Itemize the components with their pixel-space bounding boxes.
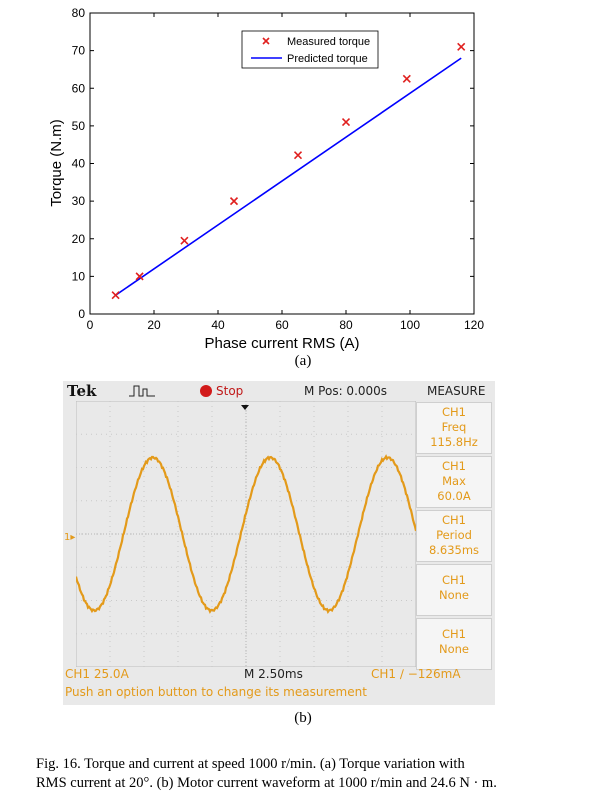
measured-torque-point xyxy=(341,118,351,127)
timebase: M 2.50ms xyxy=(244,667,303,681)
stop-indicator-icon xyxy=(200,385,212,397)
y-tick-label: 70 xyxy=(72,44,86,58)
measurement-value: 8.635ms xyxy=(428,543,480,557)
axis-ticks: 0 20 40 60 80 100 120 0 10 20 30 40 50 60 70 80 xyxy=(72,6,485,332)
measurement-channel: CH1 xyxy=(442,573,466,587)
measurement-channel: CH1 xyxy=(442,459,466,473)
measurement-name: None xyxy=(438,642,469,656)
scope-header: Tek Stop M Pos: 0.000s MEASURE xyxy=(63,381,495,401)
brand-logo: Tek xyxy=(67,382,97,400)
y-tick-label: 10 xyxy=(72,269,86,283)
scope-graticule xyxy=(76,401,416,667)
measurement-channel: CH1 xyxy=(442,405,466,419)
x-tick-label: 0 xyxy=(87,318,94,332)
measurement-value: 115.8Hz xyxy=(430,435,478,449)
measurement-5[interactable]: CH1 None xyxy=(416,618,492,670)
measurement-name: Freq xyxy=(441,420,467,434)
measurement-2[interactable]: CH1 Max 60.0A xyxy=(416,456,492,508)
caption-line-2: RMS current at 20°. (b) Motor current wa… xyxy=(36,775,497,791)
measurement-1[interactable]: CH1 Freq 115.8Hz xyxy=(416,402,492,454)
y-tick-label: 30 xyxy=(72,194,86,208)
subfigure-label-b: (b) xyxy=(294,710,312,726)
x-tick-label: 60 xyxy=(275,318,289,332)
legend-box xyxy=(241,30,379,69)
measurement-channel: CH1 xyxy=(442,513,466,527)
measured-torque-point xyxy=(180,236,189,245)
x-tick-label: 120 xyxy=(464,318,484,332)
measured-torque-point xyxy=(457,42,466,51)
measured-torque-point xyxy=(135,272,144,281)
y-tick-label: 20 xyxy=(72,232,86,246)
x-tick-label: 100 xyxy=(400,318,420,332)
x-tick-label: 80 xyxy=(339,318,353,332)
measurement-4[interactable]: CH1 None xyxy=(416,564,492,616)
measured-torque-point xyxy=(111,291,120,300)
legend-measured-label: Measured torque xyxy=(287,36,370,48)
run-state: Stop xyxy=(216,384,244,398)
y-tick-label: 40 xyxy=(72,157,86,171)
predicted-torque-line xyxy=(115,57,462,296)
graticule-lines xyxy=(76,401,416,667)
figure-caption: Fig. 16. Torque and current at speed 100… xyxy=(36,755,576,793)
y-tick-label: 0 xyxy=(78,307,85,321)
option-hint: Push an option button to change its meas… xyxy=(65,685,367,699)
measure-title: MEASURE xyxy=(427,384,486,398)
y-tick-label: 50 xyxy=(72,119,86,133)
series-group xyxy=(111,42,466,300)
caption-line-1: Fig. 16. Torque and current at speed 100… xyxy=(36,756,465,772)
legend-measured-marker xyxy=(262,37,270,45)
ch1-ground-marker: 1▸ xyxy=(64,532,76,543)
measurement-name: Max xyxy=(442,474,466,488)
measured-torque-point xyxy=(293,151,303,160)
measured-torque-point xyxy=(402,74,411,83)
y-tick-label: 80 xyxy=(72,6,86,20)
measurement-name: Period xyxy=(436,528,472,542)
y-axis-label: Torque (N.m) xyxy=(48,119,65,207)
legend: Measured torque Predicted torque xyxy=(241,30,379,69)
trigger-level: CH1 ∕ −126mA xyxy=(371,667,461,681)
horizontal-position: M Pos: 0.000s xyxy=(304,384,388,398)
x-tick-label: 40 xyxy=(211,318,225,332)
measurement-value: 60.0A xyxy=(437,489,471,503)
oscilloscope-screenshot: Tek Stop M Pos: 0.000s MEASURE 1▸ CH1 Fr… xyxy=(63,381,495,705)
y-tick-label: 60 xyxy=(72,81,86,95)
measured-torque-point xyxy=(229,197,239,206)
legend-predicted-label: Predicted torque xyxy=(287,53,368,65)
measurement-channel: CH1 xyxy=(442,627,466,641)
measurement-name: None xyxy=(438,588,469,602)
trigger-waveform-icon xyxy=(129,385,155,397)
trigger-position-icon xyxy=(241,405,249,410)
torque-chart: 0 20 40 60 80 100 120 0 10 20 30 40 50 60 70 80 Phase c… xyxy=(48,6,485,352)
x-axis-label: Phase current RMS (A) xyxy=(204,335,359,352)
x-tick-label: 20 xyxy=(147,318,161,332)
ch1-scale: CH1 25.0A xyxy=(65,667,129,681)
subfigure-label-a: (a) xyxy=(294,353,312,369)
ch1-waveform xyxy=(76,454,416,614)
measurement-3[interactable]: CH1 Period 8.635ms xyxy=(416,510,492,562)
